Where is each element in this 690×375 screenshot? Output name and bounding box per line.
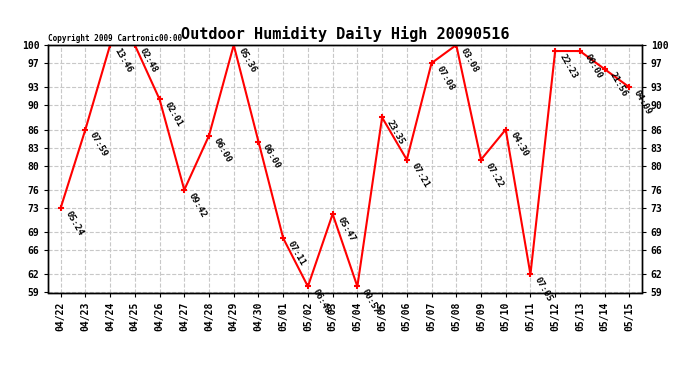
Text: 07:11: 07:11 xyxy=(286,240,307,267)
Text: 02:48: 02:48 xyxy=(137,46,159,74)
Text: 05:24: 05:24 xyxy=(63,209,85,237)
Text: 05:47: 05:47 xyxy=(335,215,357,243)
Text: 22:23: 22:23 xyxy=(558,53,579,80)
Text: 07:22: 07:22 xyxy=(484,161,505,189)
Text: 07:05: 07:05 xyxy=(533,276,555,303)
Text: 06:00: 06:00 xyxy=(212,137,233,165)
Text: 09:42: 09:42 xyxy=(187,191,208,219)
Title: Outdoor Humidity Daily High 20090516: Outdoor Humidity Daily High 20090516 xyxy=(181,27,509,42)
Text: 00:00: 00:00 xyxy=(582,53,604,80)
Text: 06:00: 06:00 xyxy=(262,143,282,171)
Text: 07:21: 07:21 xyxy=(410,161,431,189)
Text: 05:36: 05:36 xyxy=(237,46,258,74)
Text: 06:48: 06:48 xyxy=(310,288,332,316)
Text: 02:01: 02:01 xyxy=(162,101,184,129)
Text: 21:56: 21:56 xyxy=(607,70,629,98)
Text: Copyright 2009 Cartronic00:00: Copyright 2009 Cartronic00:00 xyxy=(48,33,182,42)
Text: 03:08: 03:08 xyxy=(459,46,480,74)
Text: 04:09: 04:09 xyxy=(632,88,653,116)
Text: 07:08: 07:08 xyxy=(434,64,455,92)
Text: 04:30: 04:30 xyxy=(509,131,530,159)
Text: 00:57: 00:57 xyxy=(360,288,382,316)
Text: 07:59: 07:59 xyxy=(88,131,110,159)
Text: 23:35: 23:35 xyxy=(385,119,406,147)
Text: 13:46: 13:46 xyxy=(113,46,134,74)
